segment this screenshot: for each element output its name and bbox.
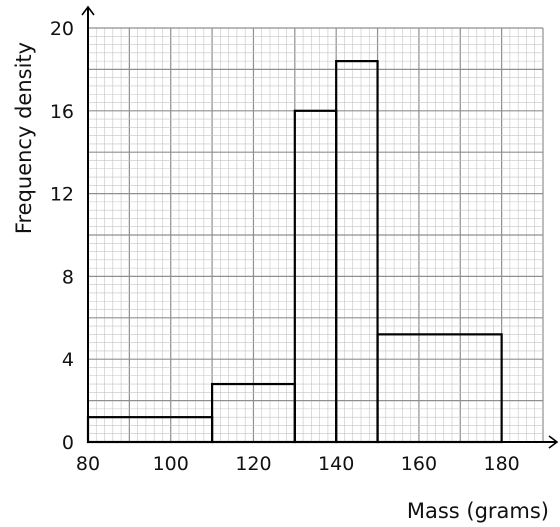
y-tick-label: 16 [50, 101, 74, 123]
x-tick-label: 180 [484, 453, 520, 475]
y-tick-labels: 0 4 8 12 16 20 [50, 18, 74, 454]
x-tick-label: 100 [153, 453, 189, 475]
grid [87, 27, 544, 443]
x-tick-label: 140 [318, 453, 354, 475]
axes [81, 5, 559, 449]
y-tick-label: 8 [62, 266, 74, 288]
x-axis-arrow-icon [548, 435, 559, 449]
y-axis-arrow-icon [81, 5, 95, 16]
histogram-bar [86, 416, 214, 444]
y-tick-label: 12 [50, 184, 74, 206]
x-tick-label: 160 [401, 453, 437, 475]
x-tick-labels: 80 100 120 140 160 180 [76, 453, 520, 475]
y-tick-label: 20 [50, 18, 74, 40]
histogram-bar [376, 333, 503, 444]
x-axis-label: Mass (grams) [407, 499, 549, 523]
y-tick-label: 4 [62, 349, 74, 371]
x-tick-label: 120 [235, 453, 271, 475]
y-axis-label: Frequency density [12, 42, 36, 234]
y-tick-label: 0 [62, 432, 74, 454]
x-tick-label: 80 [76, 453, 100, 475]
